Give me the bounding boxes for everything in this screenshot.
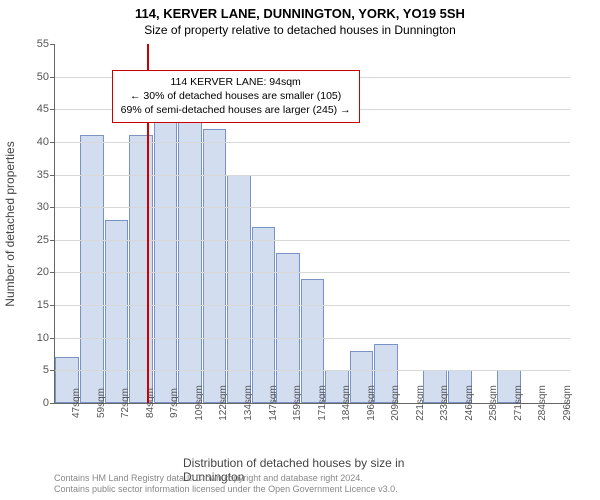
- ytick-label: 50: [37, 71, 55, 83]
- ytick-label: 35: [37, 169, 55, 181]
- bar-slot: 246sqm: [448, 44, 473, 403]
- grid-line: [55, 175, 570, 176]
- histogram-bar: [252, 227, 276, 403]
- chart-title: 114, KERVER LANE, DUNNINGTON, YORK, YO19…: [0, 0, 600, 21]
- grid-line: [55, 338, 570, 339]
- bar-slot: 233sqm: [423, 44, 448, 403]
- ytick-label: 10: [37, 332, 55, 344]
- ytick-label: 55: [37, 38, 55, 50]
- plot-region: 47sqm59sqm72sqm84sqm97sqm109sqm122sqm134…: [54, 44, 570, 404]
- bar-slot: 296sqm: [546, 44, 571, 403]
- grid-line: [55, 370, 570, 371]
- annotation-line: 114 KERVER LANE: 94sqm: [121, 75, 351, 89]
- histogram-bar: [105, 220, 129, 403]
- histogram-bar: [80, 135, 104, 403]
- annotation-line: ← 30% of detached houses are smaller (10…: [121, 89, 351, 103]
- ytick-label: 40: [37, 136, 55, 148]
- annotation-line: 69% of semi-detached houses are larger (…: [121, 103, 351, 117]
- footer-line-2: Contains public sector information licen…: [54, 484, 398, 496]
- grid-line: [55, 207, 570, 208]
- ytick-label: 0: [43, 397, 55, 409]
- grid-line: [55, 142, 570, 143]
- bar-slot: 284sqm: [521, 44, 546, 403]
- footer-attribution: Contains HM Land Registry data © Crown c…: [54, 473, 398, 496]
- footer-line-1: Contains HM Land Registry data © Crown c…: [54, 473, 398, 485]
- ytick-label: 5: [43, 364, 55, 376]
- histogram-bar: [276, 253, 300, 403]
- annotation-box: 114 KERVER LANE: 94sqm← 30% of detached …: [112, 70, 360, 123]
- xtick-label: 296sqm: [558, 385, 573, 421]
- chart-area: Number of detached properties 47sqm59sqm…: [54, 44, 570, 404]
- y-axis-label: Number of detached properties: [3, 141, 17, 306]
- bar-slot: 271sqm: [497, 44, 522, 403]
- ytick-label: 15: [37, 299, 55, 311]
- bar-slot: 221sqm: [398, 44, 423, 403]
- ytick-label: 25: [37, 234, 55, 246]
- ytick-label: 30: [37, 201, 55, 213]
- bar-slot: 258sqm: [472, 44, 497, 403]
- bar-slot: 209sqm: [374, 44, 399, 403]
- ytick-label: 20: [37, 266, 55, 278]
- histogram-bar: [178, 109, 202, 403]
- bar-slot: 47sqm: [55, 44, 80, 403]
- histogram-bar: [154, 109, 178, 403]
- ytick-label: 45: [37, 103, 55, 115]
- chart-subtitle: Size of property relative to detached ho…: [0, 21, 600, 37]
- grid-line: [55, 272, 570, 273]
- bar-slot: 59sqm: [80, 44, 105, 403]
- grid-line: [55, 305, 570, 306]
- histogram-bar: [203, 129, 227, 403]
- grid-line: [55, 240, 570, 241]
- histogram-bar: [227, 175, 251, 403]
